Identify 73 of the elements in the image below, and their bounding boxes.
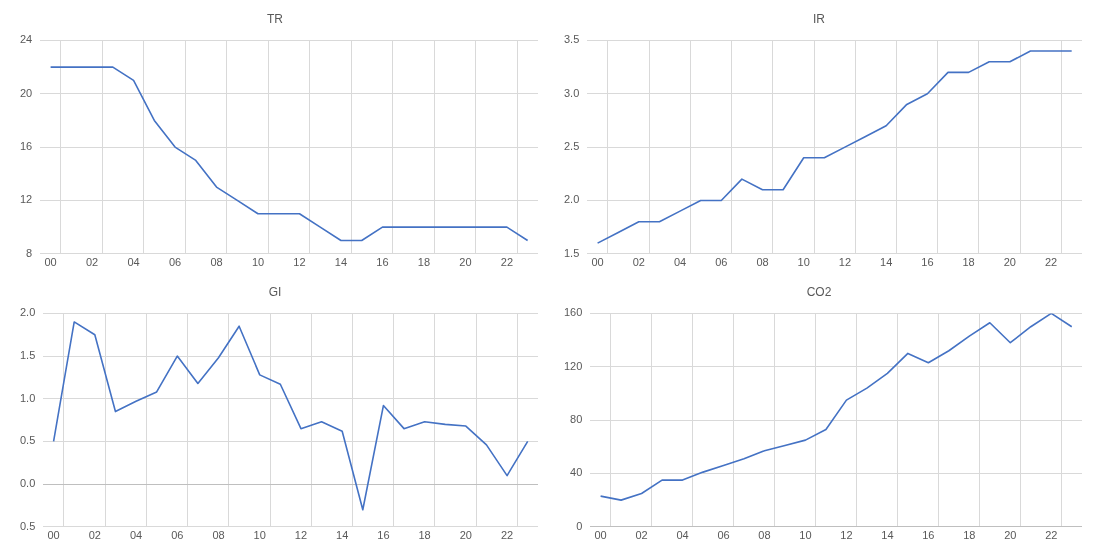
chart-title: GI: [268, 284, 282, 299]
x-tick-label: 10: [799, 529, 812, 542]
chart-title: TR: [267, 11, 284, 26]
y-tick-label: 40: [570, 466, 583, 479]
x-tick-label: 10: [253, 529, 266, 542]
x-tick-label: 04: [676, 529, 689, 542]
x-tick-label: 18: [963, 529, 976, 542]
x-tick-label: 04: [127, 256, 140, 269]
x-tick-label: 12: [293, 256, 306, 269]
y-tick-label: 2.0: [563, 193, 580, 206]
x-tick-label: 14: [880, 256, 893, 269]
y-tick-label: 160: [563, 306, 583, 319]
x-tick-label: 14: [334, 256, 348, 269]
x-tick-label: 06: [171, 529, 184, 542]
x-tick-label: 12: [840, 529, 853, 542]
x-tick-label: 04: [129, 529, 143, 542]
x-tick-label: 22: [1044, 256, 1058, 269]
x-tick-label: 02: [635, 529, 648, 542]
y-tick-label: 20: [19, 86, 33, 99]
x-tick-label: 08: [212, 529, 225, 542]
x-tick-label: 08: [758, 529, 771, 542]
x-tick-label: 12: [294, 529, 308, 542]
x-tick-label: 02: [85, 256, 99, 269]
x-tick-label: 02: [88, 529, 101, 542]
y-tick-label: 80: [570, 413, 583, 426]
y-tick-label: 1.5: [19, 349, 36, 362]
x-tick-label: 22: [1045, 529, 1058, 542]
x-tick-label: 20: [459, 529, 472, 542]
y-tick-label: 0: [576, 519, 583, 532]
y-tick-label: 8: [26, 246, 33, 259]
x-tick-label: 18: [418, 529, 431, 542]
x-tick-label: 14: [336, 529, 349, 542]
x-tick-label: 08: [756, 256, 769, 269]
x-tick-label: 18: [417, 256, 431, 269]
x-tick-label: 22: [500, 256, 514, 269]
x-tick-label: 14: [881, 529, 894, 542]
y-tick-label: 120: [563, 359, 583, 372]
x-tick-label: 16: [921, 256, 934, 269]
x-tick-label: 04: [673, 256, 687, 269]
x-tick-label: 06: [168, 256, 182, 269]
x-tick-label: 20: [459, 256, 472, 269]
y-tick-label: 16: [19, 140, 33, 153]
x-tick-label: 10: [797, 256, 810, 269]
y-tick-label: 3.5: [563, 33, 580, 46]
y-tick-label: 0.5: [19, 434, 36, 447]
x-tick-label: 02: [632, 256, 645, 269]
chart-title: CO2: [806, 284, 832, 299]
y-tick-label: 0.0: [19, 477, 36, 490]
x-tick-label: 06: [717, 529, 730, 542]
y-tick-label: 2.5: [563, 140, 580, 153]
x-tick-label: 12: [838, 256, 852, 269]
y-tick-label: 1.0: [19, 391, 36, 404]
y-tick-label: 1.5: [563, 246, 580, 259]
x-tick-label: 20: [1004, 529, 1017, 542]
y-tick-label: 24: [19, 33, 33, 46]
x-tick-label: 10: [251, 256, 265, 269]
x-tick-label: 00: [44, 256, 57, 269]
x-tick-label: 16: [376, 256, 389, 269]
x-tick-label: 00: [591, 256, 604, 269]
y-tick-label: 0.5: [19, 519, 36, 532]
x-tick-label: 00: [47, 529, 60, 542]
x-tick-label: 00: [594, 529, 607, 542]
x-tick-label: 16: [922, 529, 935, 542]
x-tick-label: 22: [500, 529, 514, 542]
x-tick-label: 06: [715, 256, 728, 269]
x-tick-label: 18: [962, 256, 975, 269]
x-tick-label: 16: [377, 529, 390, 542]
chart-title: IR: [813, 11, 826, 26]
x-tick-label: 08: [210, 256, 223, 269]
y-tick-label: 2.0: [19, 306, 36, 319]
y-tick-label: 12: [19, 193, 33, 206]
y-tick-label: 3.0: [563, 86, 580, 99]
x-tick-label: 20: [1003, 256, 1016, 269]
